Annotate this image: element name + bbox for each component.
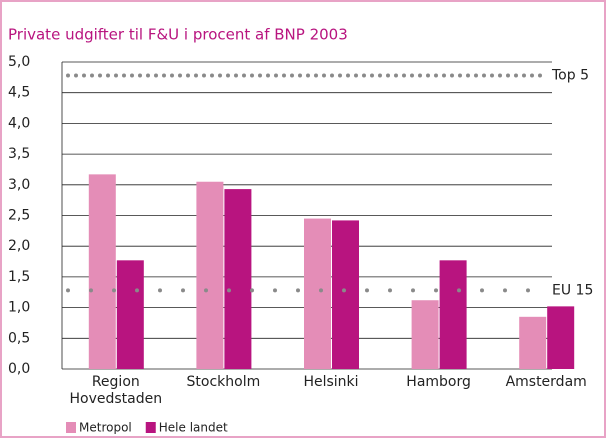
x-tick-label: Stockholm <box>186 374 261 390</box>
bar <box>196 181 224 369</box>
y-tick-label: 3,0 <box>8 177 30 193</box>
y-tick-label: 2,0 <box>8 238 30 254</box>
bar <box>224 189 252 369</box>
legend-swatch <box>145 422 156 433</box>
chart-title: Private udgifter til F&U i procent af BN… <box>8 26 348 44</box>
x-tick-label: Region Hovedstaden <box>69 374 163 407</box>
reference-label-bg <box>550 282 602 299</box>
y-tick-label: 2,5 <box>8 208 30 224</box>
legend-swatch <box>66 422 76 433</box>
bar <box>439 260 467 369</box>
legend-label: Metropol <box>79 421 132 435</box>
x-tick-label: Amsterdam <box>505 374 587 390</box>
bar <box>411 300 439 369</box>
y-tick-label: 4,0 <box>8 115 30 131</box>
y-tick-label: 4,5 <box>8 85 30 101</box>
x-tick-label: Helsinki <box>303 374 359 390</box>
y-tick-label: 3,5 <box>8 146 30 162</box>
reference-label: Top 5 <box>551 68 589 84</box>
bar <box>547 306 575 369</box>
y-tick-label: 1,5 <box>8 269 30 285</box>
bar <box>519 316 547 369</box>
y-tick-label: 1,0 <box>8 300 30 316</box>
bar <box>332 220 359 369</box>
bar <box>304 218 331 369</box>
x-tick-label: Hamborg <box>406 374 471 390</box>
reference-label: EU 15 <box>552 282 593 298</box>
y-tick-label: 5,0 <box>8 54 30 70</box>
reference-label-bg <box>550 67 602 84</box>
y-tick-label: 0,0 <box>8 361 30 377</box>
y-tick-label: 0,5 <box>8 330 30 346</box>
legend-label: Hele landet <box>159 421 228 435</box>
bar <box>116 260 144 369</box>
bar <box>88 174 116 369</box>
